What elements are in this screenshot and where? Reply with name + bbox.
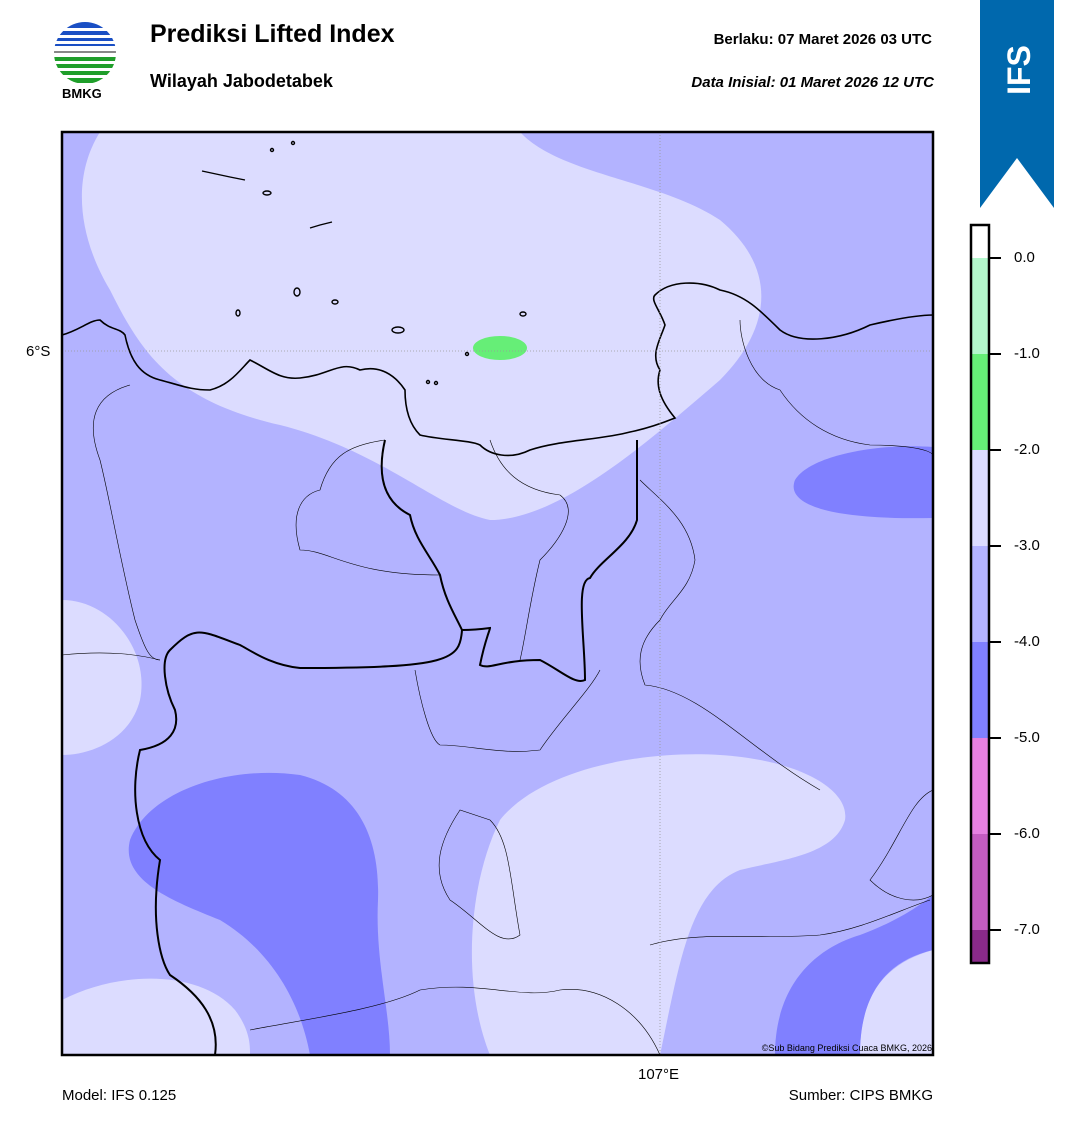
colorbar-segment (971, 450, 989, 546)
colorbar-label: -4.0 (1014, 633, 1040, 650)
colorbar-label: -5.0 (1014, 729, 1040, 746)
map-frame (60, 130, 935, 1057)
coastline (62, 282, 933, 457)
li-band-minus2-minus3 (471, 754, 846, 1055)
li-band-minus4-minus5 (775, 895, 933, 1055)
province-boundaries (134, 439, 638, 1055)
region-subtitle: Wilayah Jabodetabek (150, 71, 333, 91)
li-band-minus2-minus3 (81, 132, 762, 520)
bmkg-logo (54, 22, 116, 83)
colorbar-label: -2.0 (1014, 441, 1040, 458)
colorbar-segment (971, 258, 989, 354)
model-badge-text: IFS (1001, 45, 1037, 95)
colorbar-segment (971, 225, 989, 258)
colorbar-label: -7.0 (1014, 921, 1040, 938)
lon-label: 107°E (638, 1066, 680, 1083)
lat-label: 6°S (26, 343, 51, 360)
colorbar-label: -1.0 (1014, 345, 1040, 362)
li-band-minus2-minus3 (62, 600, 142, 755)
colorbar-frame (969, 223, 991, 965)
colorbar-label: -6.0 (1014, 825, 1040, 842)
colorbar-label: -3.0 (1014, 537, 1040, 554)
li-band-minus1-minus2 (473, 336, 527, 360)
li-band-minus4-minus5 (793, 446, 933, 519)
colorbar-segment (971, 834, 989, 930)
li-band-minus2-minus3 (62, 978, 250, 1055)
admin-boundaries (62, 319, 933, 1055)
colorbar-segment (971, 546, 989, 642)
colorbar (969, 223, 1001, 965)
source-info: Sumber: CIPS BMKG (788, 1087, 933, 1104)
colorbar-segment (971, 930, 989, 963)
islands (201, 140, 527, 386)
copyright: ©Sub Bidang Prediksi Cuaca BMKG, 2026 (761, 1043, 932, 1053)
colorbar-segment (971, 354, 989, 450)
model-badge: IFS (980, 0, 1054, 208)
page-title: Prediksi Lifted Index (150, 20, 395, 48)
colorbar-segment (971, 738, 989, 834)
li-band-minus4-minus5 (128, 772, 391, 1055)
li-band-minus2-minus3 (860, 950, 933, 1055)
init-time: Data Inisial: 01 Maret 2026 12 UTC (691, 74, 934, 91)
model-info: Model: IFS 0.125 (62, 1087, 177, 1104)
logo-text: BMKG (62, 86, 102, 101)
colorbar-label: 0.0 (1014, 249, 1035, 266)
colorbar-segment (971, 642, 989, 738)
valid-time: Berlaku: 07 Maret 2026 03 UTC (713, 31, 932, 48)
